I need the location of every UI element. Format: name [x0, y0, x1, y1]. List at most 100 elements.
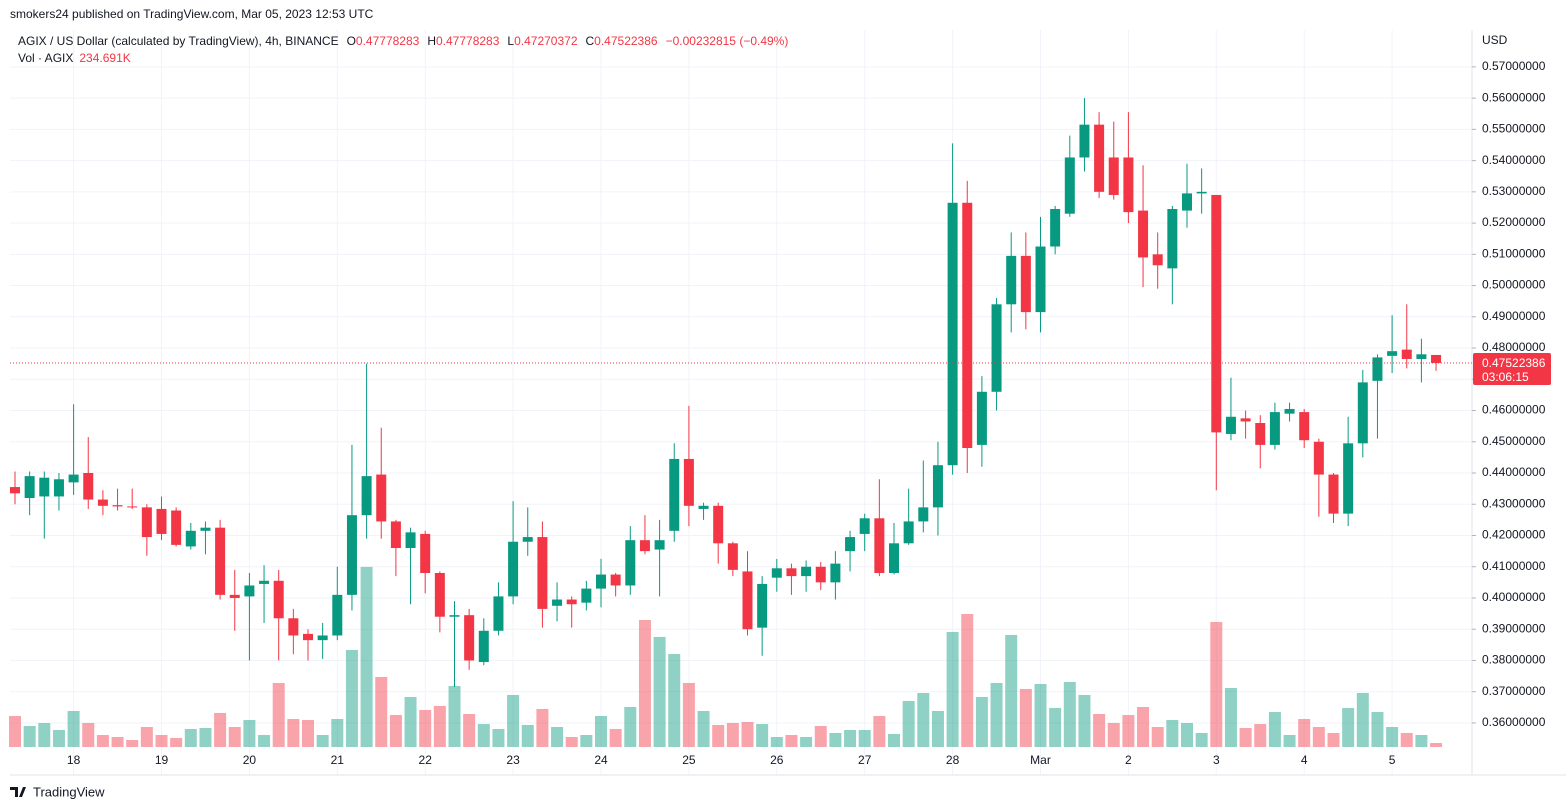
- candle-body: [698, 505, 709, 509]
- footer-logo: [10, 787, 26, 797]
- volume-bar: [360, 566, 373, 747]
- candle-body: [1431, 354, 1442, 363]
- candle-body: [1299, 412, 1310, 441]
- candle-body: [39, 477, 50, 497]
- candle-body: [1196, 191, 1207, 194]
- candle-body: [449, 615, 460, 617]
- candle-body: [185, 530, 196, 547]
- volume-bar: [1122, 714, 1135, 747]
- candle-body: [156, 508, 167, 534]
- candle-body: [845, 537, 856, 552]
- candle-body: [522, 537, 533, 542]
- volume-pane: [9, 566, 1443, 747]
- y-tick-label: 0.37000000: [1482, 684, 1546, 698]
- x-tick-label: 28: [946, 753, 960, 767]
- x-tick-label: 2: [1125, 753, 1132, 767]
- y-tick-label: 0.53000000: [1482, 184, 1546, 198]
- x-tick-label: 22: [419, 753, 433, 767]
- last-price-box: [1473, 352, 1551, 385]
- volume-bar: [595, 715, 607, 747]
- y-tick-label: 0.48000000: [1482, 340, 1546, 354]
- candle-body: [654, 540, 665, 550]
- volume-bar: [858, 730, 871, 747]
- candle-body: [10, 487, 20, 494]
- legend-open: 0.47778283: [356, 34, 420, 48]
- volume-bar: [931, 710, 944, 747]
- y-tick-label: 0.55000000: [1482, 122, 1546, 136]
- legend: AGIX / US Dollar (calculated by TradingV…: [18, 34, 788, 65]
- y-tick-label: 0.42000000: [1482, 528, 1546, 542]
- candle-body: [1123, 157, 1134, 213]
- candle-body: [991, 304, 1002, 392]
- candle-body: [976, 391, 987, 445]
- candle-body: [215, 527, 226, 595]
- volume-bar: [917, 692, 930, 747]
- volume-bar: [375, 676, 388, 747]
- candle-body: [1006, 255, 1017, 305]
- volume-bar: [433, 705, 446, 747]
- volume-bar: [111, 736, 124, 747]
- volume-bar: [243, 719, 256, 747]
- volume-bar: [214, 712, 227, 747]
- volume-bar: [697, 710, 710, 747]
- candle-body: [1167, 209, 1178, 269]
- volume-bar: [23, 725, 36, 747]
- volume-bar: [1166, 719, 1179, 747]
- candle-body: [683, 458, 694, 506]
- volume-bar: [1107, 722, 1120, 747]
- x-tick-label: 27: [858, 753, 872, 767]
- volume-bar: [1034, 683, 1047, 747]
- volume-bar: [712, 724, 725, 747]
- candle-body: [53, 479, 64, 497]
- y-tick-label: 0.51000000: [1482, 246, 1546, 260]
- volume-bar: [258, 734, 271, 747]
- volume-bar: [609, 728, 622, 747]
- y-tick-label: 0.38000000: [1482, 653, 1546, 667]
- volume-bar: [1181, 722, 1193, 747]
- volume-bar: [448, 685, 461, 747]
- volume-bar: [682, 682, 695, 747]
- legend-high: 0.47778283: [436, 34, 500, 48]
- volume-bar: [1430, 742, 1443, 747]
- y-tick-label: 0.49000000: [1482, 309, 1546, 323]
- volume-bar: [463, 713, 476, 747]
- volume-bar: [1415, 734, 1428, 747]
- candle-body: [1050, 209, 1061, 247]
- y-tick-label: 0.52000000: [1482, 215, 1546, 229]
- volume-bar: [477, 723, 490, 747]
- grid: [10, 30, 1472, 775]
- candle-body: [376, 474, 387, 522]
- volume-bar: [492, 728, 505, 747]
- volume-bar: [668, 653, 681, 747]
- volume-bar: [1327, 733, 1340, 747]
- candle-body: [259, 580, 270, 584]
- candle-body: [493, 596, 504, 631]
- candle-body: [1094, 124, 1105, 192]
- volume-bar: [1078, 694, 1091, 747]
- volume-bar: [946, 631, 959, 747]
- candle-body: [405, 532, 416, 548]
- candle-body: [1079, 124, 1090, 158]
- volume-bar: [331, 718, 344, 747]
- volume-bar: [228, 727, 241, 747]
- candle-body: [1357, 382, 1368, 444]
- candle-body: [1152, 254, 1163, 266]
- candle-body: [508, 541, 519, 597]
- volume-bar: [1151, 727, 1164, 747]
- logo-mark: [10, 787, 26, 797]
- publisher-line: smokers24 published on TradingView.com, …: [10, 7, 374, 21]
- candle-body: [464, 615, 475, 661]
- candle-body: [1064, 157, 1075, 214]
- volume-bar: [507, 694, 520, 747]
- countdown: 03:06:15: [1482, 370, 1529, 384]
- candle-body: [1240, 418, 1251, 422]
- candle-body: [727, 543, 738, 570]
- candle-body: [581, 588, 592, 603]
- volume-bar: [38, 722, 51, 747]
- volume-bar: [389, 714, 402, 747]
- candle-body: [1255, 423, 1266, 445]
- volume-bar: [67, 710, 80, 747]
- candles: [10, 98, 1442, 688]
- x-tick-label: 26: [770, 753, 784, 767]
- candle-body: [112, 505, 123, 507]
